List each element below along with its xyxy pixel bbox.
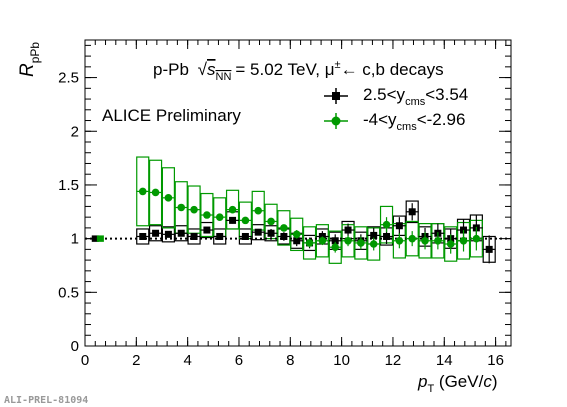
y-tick-label: 1: [71, 231, 79, 248]
watermark: ALI-PREL-81094: [4, 395, 88, 406]
data-point-black: [267, 229, 275, 237]
chart-title: p-Pb √sNN = 5.02 TeV, μ±← c,b decays: [153, 59, 444, 83]
y-tick-label: 0: [71, 338, 79, 355]
data-point-green: [292, 230, 301, 239]
x-tick-label: 14: [436, 352, 453, 369]
y-tick-label: 2: [71, 123, 79, 140]
x-tick-label: 2: [132, 352, 140, 369]
y-tick-label: 0.5: [58, 284, 79, 301]
ylabel-main: R: [17, 63, 38, 77]
x-tick-label: 4: [183, 352, 191, 369]
title-decay: ← c,b decays: [341, 60, 444, 79]
data-point-black: [254, 228, 262, 236]
data-point-green: [395, 236, 404, 245]
x-axis-label: pT (GeV/c): [417, 372, 498, 395]
normalization-box: [96, 235, 104, 242]
data-point-black: [331, 237, 339, 245]
data-point-black: [229, 216, 237, 224]
data-point-green: [203, 211, 211, 219]
data-point-green: [344, 236, 352, 245]
data-point-green: [318, 236, 327, 245]
preliminary-label: ALICE Preliminary: [102, 106, 241, 125]
data-point-black: [203, 226, 211, 234]
data-point-black: [280, 232, 288, 240]
data-point-green: [164, 194, 173, 202]
legend-marker-green: [331, 116, 341, 126]
data-points: [136, 187, 496, 264]
data-point-black: [370, 231, 378, 239]
x-tick-label: 6: [235, 352, 243, 369]
plot-frame: [84, 39, 512, 347]
data-point-green: [421, 236, 429, 245]
x-tick-label: 16: [487, 352, 504, 369]
legend-marker-black: [332, 92, 340, 100]
data-point-black: [485, 245, 493, 253]
axes-ticks: 0 2 4 6 8 10 12 14 16 0 0.5 1 1.5 2 2.5: [58, 40, 511, 369]
data-point-green: [459, 236, 468, 245]
xlabel-unit-c: c: [483, 372, 492, 391]
title-sqrt: √: [198, 60, 208, 79]
xlabel-unit-close: ): [492, 372, 498, 391]
data-point-black: [395, 222, 403, 230]
data-point-black: [216, 232, 224, 240]
title-s-sub: NN: [216, 71, 232, 83]
title-energy: = 5.02 TeV, μ: [235, 60, 334, 79]
x-tick-label: 8: [286, 352, 294, 369]
data-point-black: [241, 232, 249, 240]
normalization-box: [91, 235, 99, 242]
data-point-green: [190, 205, 198, 214]
data-point-green: [177, 203, 186, 212]
svg-text:RpPb: RpPb: [17, 42, 42, 77]
data-point-black: [139, 232, 147, 240]
data-point-green: [331, 243, 340, 252]
data-point-black: [408, 208, 416, 216]
data-point-green: [241, 216, 250, 225]
normalization-boxes: [91, 235, 104, 242]
data-point-green: [254, 206, 263, 215]
legend: 2.5<ycms<3.54 -4<ycms<-2.96: [324, 85, 468, 133]
data-point-green: [369, 240, 378, 248]
data-point-black: [383, 232, 391, 240]
title-collision: p-Pb: [153, 60, 189, 79]
data-point-black: [190, 232, 198, 240]
data-point-green: [305, 239, 314, 247]
data-point-black: [293, 237, 301, 245]
data-point-black: [344, 226, 352, 234]
data-point-green: [446, 240, 455, 248]
y-axis-label: RpPb: [17, 42, 42, 77]
legend-label-black: 2.5<ycms<3.54: [363, 85, 468, 108]
data-point-green: [408, 234, 416, 243]
xlabel-main: p: [417, 372, 427, 391]
title-s: s: [207, 60, 216, 79]
xlabel-sub: T: [427, 383, 434, 395]
ylabel-sub: pPb: [28, 42, 42, 64]
data-point-green: [434, 236, 442, 245]
data-point-green: [138, 187, 147, 196]
data-point-green: [215, 213, 224, 221]
data-point-green: [280, 224, 288, 232]
data-point-black: [164, 230, 172, 238]
data-point-green: [382, 220, 391, 229]
data-point-green: [228, 205, 237, 214]
x-tick-label: 10: [333, 352, 350, 369]
data-point-green: [357, 239, 365, 247]
xlabel-unit-open: (GeV/: [434, 372, 483, 391]
data-point-black: [177, 229, 185, 237]
legend-label-green: -4<ycms<-2.96: [363, 110, 465, 133]
x-tick-label: 12: [385, 352, 402, 369]
data-point-green: [472, 234, 481, 243]
data-point-green: [151, 188, 160, 197]
data-point-green: [267, 217, 275, 226]
y-tick-label: 2.5: [58, 70, 79, 87]
x-tick-label: 0: [81, 352, 89, 369]
data-point-black: [152, 229, 160, 237]
title-mu-sup: ±: [335, 59, 341, 71]
y-tick-label: 1.5: [58, 177, 79, 194]
